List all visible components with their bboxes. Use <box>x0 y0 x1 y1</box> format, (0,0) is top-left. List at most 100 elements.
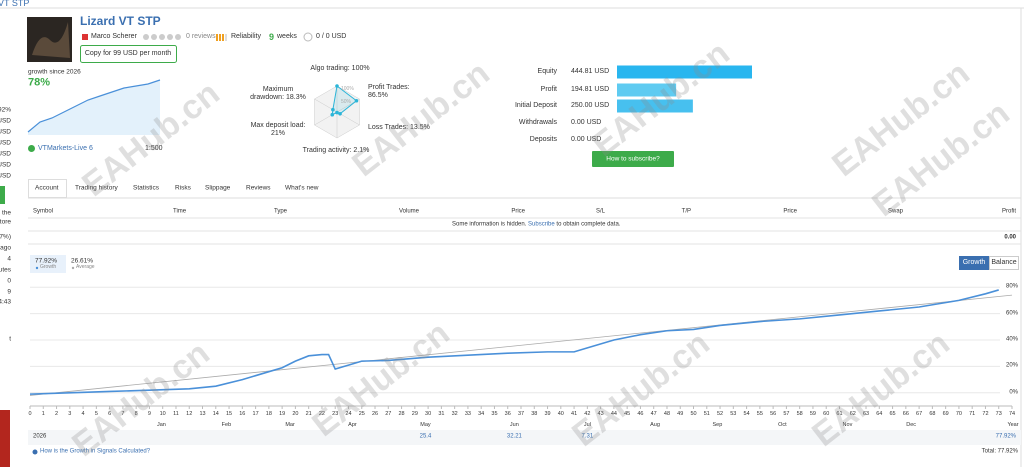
month-label: Aug <box>650 421 660 428</box>
broker[interactable]: VTMarkets-Live 6 <box>38 144 93 152</box>
legend-value: 77.92% <box>35 257 58 265</box>
x-tick-label: 42 <box>584 410 591 417</box>
title: Lizard VT STP <box>80 14 161 29</box>
x-tick-label: 15 <box>225 410 233 417</box>
x-tick-label: 10 <box>159 410 166 417</box>
x-tick-label: 20 <box>292 410 299 417</box>
x-tick-label: 64 <box>876 410 883 417</box>
sidebar-fragment: 0 <box>7 277 11 285</box>
month-label: Jan <box>156 421 166 428</box>
growth-caption: growth since 2026 <box>28 68 81 76</box>
radar-label: Trading activity: 2.1% <box>303 147 370 155</box>
x-tick-label: 28 <box>398 410 405 417</box>
x-tick-label: 30 <box>425 410 432 417</box>
x-tick-label: 18 <box>265 410 272 417</box>
column-header: S/L <box>595 208 605 215</box>
sidebar-fragment: 9 <box>7 288 11 296</box>
year-header: Year <box>1007 421 1019 428</box>
sidebar-button <box>0 186 5 204</box>
help-icon <box>32 449 38 455</box>
x-tick-label: 9 <box>147 410 151 417</box>
sidebar-fragment: 92% <box>0 106 11 114</box>
x-tick-label: 61 <box>836 410 843 417</box>
active-tab-frame <box>28 179 67 198</box>
x-tick-label: 74 <box>1008 410 1016 417</box>
growth-help-link[interactable]: How is the Growth in Signals Calculated? <box>40 448 151 455</box>
subscribe-link[interactable]: Subscribe <box>528 221 555 228</box>
sparkline-area <box>28 80 160 135</box>
x-tick-label: 58 <box>796 410 803 417</box>
sidebar-fragment: USD <box>0 117 11 125</box>
x-tick-label: 21 <box>305 410 312 417</box>
x-tick-label: 32 <box>451 410 458 417</box>
balance-label: Initial Deposit <box>514 101 557 109</box>
breadcrumb[interactable]: VT STP <box>0 0 30 8</box>
column-header: Profit <box>1001 208 1016 215</box>
x-tick-label: 55 <box>756 410 763 417</box>
x-tick-label: 37 <box>517 410 525 417</box>
balance-value: 444.81 USD <box>571 67 610 75</box>
radar-point <box>338 111 342 116</box>
month-label: Nov <box>842 421 853 428</box>
x-tick-label: 7 <box>121 410 125 417</box>
x-tick-label: 14 <box>212 410 219 417</box>
x-tick-label: 23 <box>332 410 339 417</box>
x-tick-label: 46 <box>637 410 644 417</box>
tab[interactable]: Reviews <box>246 184 271 192</box>
balance-button-frame <box>989 256 1019 270</box>
sparkline <box>27 79 161 133</box>
flag-icon <box>82 34 88 40</box>
x-tick-label: 3 <box>68 410 72 417</box>
sidebar-fragment: 07%) <box>0 233 11 241</box>
sidebar-fragment: t <box>9 335 11 343</box>
balance-button[interactable]: Balance <box>991 258 1017 266</box>
tab[interactable]: Account <box>35 184 59 192</box>
x-tick-label: 41 <box>571 410 578 417</box>
radar-point <box>335 84 339 88</box>
y-tick-label: 0% <box>1009 389 1018 396</box>
tab[interactable]: Trading history <box>75 184 118 192</box>
growth-button[interactable]: Growth <box>962 258 986 266</box>
column-header: Price <box>511 208 525 215</box>
radar-axis-name: Max deposit load: <box>250 121 306 129</box>
x-tick-label: 12 <box>186 410 193 417</box>
notice-text: to obtain complete data. <box>554 221 621 228</box>
tab[interactable]: What's new <box>285 184 319 192</box>
x-tick-label: 53 <box>730 410 737 417</box>
radar-label: Max deposit load: 21% <box>250 122 306 138</box>
x-tick-label: 72 <box>982 410 989 417</box>
balance-bar <box>617 83 677 97</box>
legend-name: Growth <box>40 264 57 271</box>
radar-label: Loss Trades: 13.5% <box>368 124 430 132</box>
month-result: 7.31 <box>581 433 594 440</box>
x-tick-label: 49 <box>677 410 684 417</box>
column-header: Price <box>783 208 797 215</box>
footer-total: Total: 77.92% <box>981 448 1018 455</box>
tab[interactable]: Statistics <box>133 184 160 192</box>
growth-value: 78% <box>28 76 51 89</box>
radar-axis-value: 13.5% <box>410 123 430 131</box>
column-header: Swap <box>887 208 903 215</box>
x-tick-label: 54 <box>743 410 750 417</box>
x-tick-label: 26 <box>371 410 379 417</box>
sidebar-fragment: ago <box>0 244 11 252</box>
tab[interactable]: Risks <box>175 184 191 192</box>
subscribe-button[interactable]: How to subscribe? <box>606 155 660 163</box>
year-row-band <box>28 430 1021 445</box>
column-header: Type <box>274 208 288 215</box>
y-tick-label: 80% <box>1005 283 1018 290</box>
x-tick-label: 51 <box>703 410 710 417</box>
x-tick-label: 16 <box>239 410 246 417</box>
radar-axis-name: Loss Trades: <box>368 123 409 131</box>
sidebar-fragment: 4 <box>7 255 11 263</box>
x-tick-label: 25 <box>358 410 365 417</box>
author[interactable]: Marco Scherer <box>91 32 137 40</box>
radar-axis-value: 86.5% <box>368 92 388 99</box>
radar-axis-name: Trading activity: <box>302 146 352 154</box>
x-tick-label: 65 <box>889 410 896 417</box>
copy-button[interactable]: Copy for 99 USD per month <box>84 49 172 57</box>
x-tick-label: 33 <box>464 410 471 417</box>
legend-dot <box>71 266 75 270</box>
tab[interactable]: Slippage <box>205 184 231 192</box>
